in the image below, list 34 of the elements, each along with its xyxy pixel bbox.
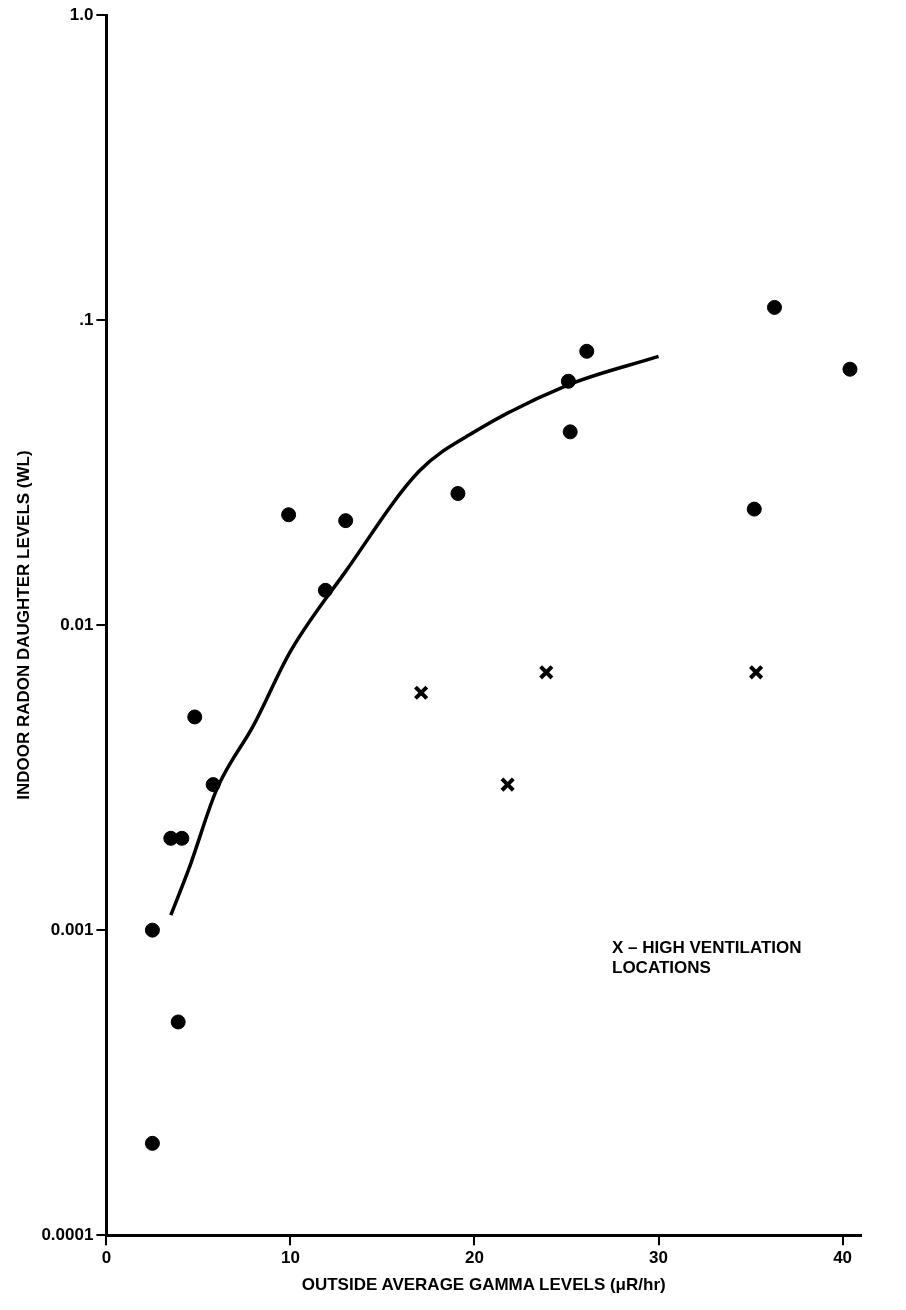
y-tick-label: .1 [79, 309, 94, 329]
point [144, 922, 160, 938]
point [842, 361, 858, 377]
point [560, 373, 576, 389]
x-tick-label: 20 [465, 1248, 484, 1268]
point [748, 664, 764, 681]
point [562, 424, 578, 440]
point [317, 582, 333, 598]
y-tick-label: 0.01 [60, 614, 94, 634]
point [174, 830, 190, 846]
line-series [169, 354, 661, 917]
x-tick-label: 40 [833, 1248, 853, 1268]
x-tick-label: 30 [649, 1248, 669, 1268]
annotation: X – HIGH VENTILATION LOCATIONS [612, 938, 803, 978]
x-tick-label: 10 [280, 1248, 300, 1268]
x-axis-title: OUTSIDE AVERAGE GAMMA LEVELS (μR/hr) [301, 1275, 666, 1295]
y-axis-title: INDOOR RADON DAUGHTER LEVELS (WL) [13, 450, 33, 800]
point [170, 1014, 186, 1030]
y-tick-label: 0.001 [50, 919, 94, 939]
point [499, 776, 516, 793]
point [538, 664, 554, 681]
point [187, 709, 203, 725]
point [338, 513, 354, 529]
point [746, 501, 762, 517]
point [413, 685, 429, 701]
y-tick-label: 0.0001 [41, 1224, 94, 1244]
x-tick-label: 0 [101, 1248, 112, 1268]
point [579, 343, 595, 359]
point [450, 486, 466, 502]
point [144, 1135, 160, 1151]
point [205, 777, 221, 793]
y-tick-label: 1.0 [69, 4, 94, 24]
point [767, 299, 782, 315]
point [281, 507, 297, 523]
